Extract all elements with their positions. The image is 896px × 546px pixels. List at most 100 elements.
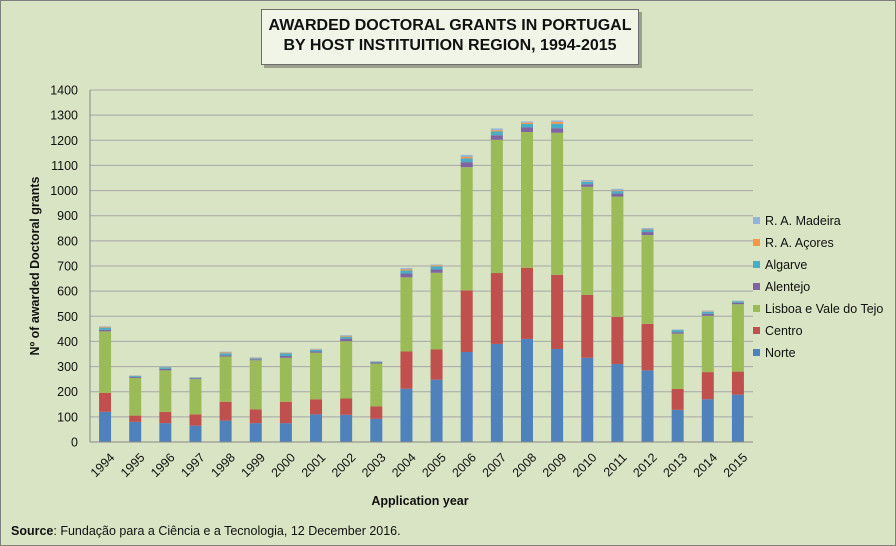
bar-segment-algarve-2004 <box>400 270 413 274</box>
bar-segment-r-a-a-ores-2002 <box>340 335 353 337</box>
bar-segment-algarve-1999 <box>249 358 262 360</box>
bar-segment-norte-2013 <box>671 409 684 442</box>
bar-segment-norte-2001 <box>310 414 323 442</box>
legend-label: Alentejo <box>765 280 810 294</box>
bar-segment-r-a-a-ores-2008 <box>520 122 533 124</box>
y-axis-label: Nº of awarded Doctoral grants <box>28 177 42 356</box>
bar-segment-lisboa-e-vale-do-tejo-2000 <box>279 357 292 402</box>
bar-segment-r-a-a-ores-2011 <box>611 190 624 192</box>
bar-segment-algarve-2014 <box>701 311 714 314</box>
bar-segment-algarve-1994 <box>99 327 112 330</box>
bar-segment-r-a-a-ores-2007 <box>490 130 503 132</box>
bar-segment-centro-2013 <box>671 388 684 410</box>
bar-segment-norte-1994 <box>99 411 112 442</box>
bar-segment-algarve-2010 <box>581 181 594 185</box>
bar-segment-norte-2011 <box>611 364 624 442</box>
x-tick-label: 2009 <box>540 450 570 480</box>
legend-label: Centro <box>765 324 803 338</box>
bar-segment-lisboa-e-vale-do-tejo-2011 <box>611 196 624 317</box>
bar-segment-r-a-a-ores-2012 <box>641 229 654 230</box>
bar-segment-alentejo-2013 <box>671 332 684 334</box>
bar-segment-lisboa-e-vale-do-tejo-2012 <box>641 235 654 324</box>
bar-segment-r-a-madeira-2001 <box>310 348 323 350</box>
bar-segment-alentejo-2002 <box>340 338 353 342</box>
bar-segment-r-a-a-ores-2009 <box>551 121 564 124</box>
bar-segment-algarve-2012 <box>641 229 654 233</box>
bar-segment-centro-2009 <box>551 274 564 349</box>
bar-segment-norte-1998 <box>219 420 232 442</box>
bar-segment-norte-2008 <box>520 338 533 442</box>
legend-label: Lisboa e Vale do Tejo <box>765 302 883 316</box>
bar-segment-r-a-madeira-2012 <box>641 228 654 230</box>
legend-swatch <box>753 217 760 224</box>
bar-segment-algarve-2002 <box>340 336 353 339</box>
y-tick-label: 1300 <box>50 109 78 123</box>
bar-segment-r-a-a-ores-2014 <box>701 311 714 312</box>
bar-segment-algarve-1998 <box>219 353 232 356</box>
bar-segment-r-a-madeira-1998 <box>219 351 232 353</box>
bar-segment-norte-2012 <box>641 370 654 442</box>
bar-segment-lisboa-e-vale-do-tejo-2001 <box>310 352 323 400</box>
bar-segment-norte-1997 <box>189 425 202 442</box>
bar-segment-r-a-a-ores-2005 <box>430 265 443 267</box>
legend-label: R. A. Madeira <box>765 214 841 228</box>
source-text: : Fundação para a Ciência e a Tecnologia… <box>53 524 401 538</box>
x-tick-label: 1997 <box>178 450 208 480</box>
bar-segment-lisboa-e-vale-do-tejo-1996 <box>159 370 172 412</box>
bar-segment-alentejo-1994 <box>99 329 112 332</box>
y-tick-label: 100 <box>57 410 78 424</box>
bar-segment-r-a-madeira-2013 <box>671 329 684 330</box>
bar-segment-r-a-madeira-2002 <box>340 335 353 336</box>
bar-segment-alentejo-1995 <box>129 376 142 378</box>
bar-segment-alentejo-2007 <box>490 135 503 140</box>
bar-segment-alentejo-2001 <box>310 351 323 353</box>
bar-segment-r-a-madeira-2009 <box>551 120 564 122</box>
bar-segment-norte-2000 <box>279 423 292 442</box>
bar-segment-r-a-madeira-2006 <box>460 154 473 157</box>
y-tick-label: 900 <box>57 209 78 223</box>
x-tick-label: 2011 <box>601 450 630 479</box>
source-label: Source <box>11 524 54 538</box>
bar-segment-norte-2005 <box>430 379 443 442</box>
x-tick-label: 2003 <box>359 450 389 480</box>
bar-segment-r-a-a-ores-2004 <box>400 269 413 271</box>
x-tick-label: 1996 <box>148 450 178 480</box>
y-tick-label: 300 <box>57 360 78 374</box>
bar-segment-centro-2002 <box>340 398 353 415</box>
bar-segment-algarve-2013 <box>671 330 684 333</box>
bar-segment-centro-1995 <box>129 415 142 422</box>
source-note: Source: Fundação para a Ciência e a Tecn… <box>11 524 401 538</box>
bar-segment-algarve-2015 <box>731 301 744 303</box>
chart-title-line-2: BY HOST INSTITUITION REGION, 1994-2015 <box>283 37 617 54</box>
bar-segment-centro-2004 <box>400 351 413 389</box>
bar-segment-r-a-madeira-2010 <box>581 180 594 182</box>
y-tick-label: 1200 <box>50 134 78 148</box>
x-tick-label: 1994 <box>88 450 118 480</box>
x-tick-label: 2000 <box>269 450 299 480</box>
bar-segment-norte-1996 <box>159 423 172 442</box>
bar-segment-alentejo-2015 <box>731 302 744 305</box>
legend-swatch <box>753 283 760 290</box>
x-tick-label: 1998 <box>208 450 238 480</box>
bar-segment-r-a-madeira-2000 <box>279 352 292 353</box>
chart-title-line-1: AWARDED DOCTORAL GRANTS IN PORTUGAL <box>268 17 632 34</box>
bar-segment-centro-2008 <box>520 267 533 339</box>
bar-segment-centro-1999 <box>249 409 262 424</box>
bar-segment-centro-2005 <box>430 349 443 380</box>
bar-segment-r-a-madeira-2005 <box>430 264 443 266</box>
bar-segment-r-a-a-ores-1994 <box>99 326 112 328</box>
bar-segment-algarve-2005 <box>430 266 443 270</box>
bar-segment-lisboa-e-vale-do-tejo-2015 <box>731 304 744 372</box>
bar-segment-lisboa-e-vale-do-tejo-2006 <box>460 167 473 291</box>
bar-segment-centro-2010 <box>581 294 594 358</box>
bar-segment-r-a-madeira-2003 <box>370 361 383 362</box>
bar-segment-alentejo-2004 <box>400 273 413 278</box>
bar-segment-alentejo-2014 <box>701 313 714 316</box>
bar-segment-algarve-2011 <box>611 191 624 194</box>
bar-segment-lisboa-e-vale-do-tejo-2007 <box>490 139 503 274</box>
legend-swatch <box>753 305 760 312</box>
bar-segment-lisboa-e-vale-do-tejo-2003 <box>370 363 383 407</box>
bar-segment-norte-2014 <box>701 399 714 442</box>
bar-segment-r-a-a-ores-2000 <box>279 352 292 354</box>
